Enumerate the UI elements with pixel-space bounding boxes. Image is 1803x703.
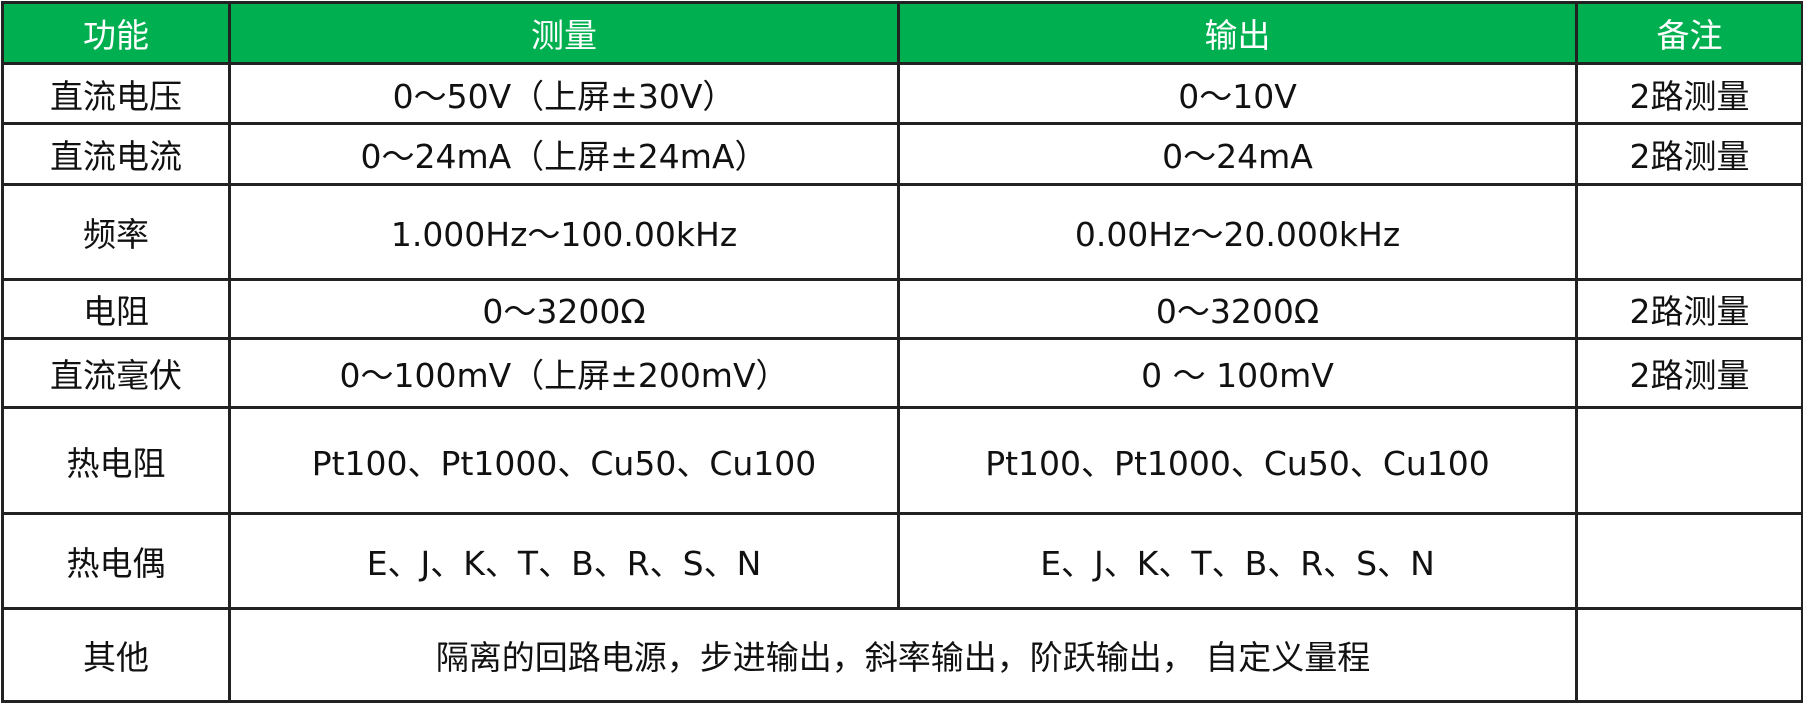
cell-note xyxy=(1575,183,1803,281)
cell-note: 2路测量 xyxy=(1575,278,1803,340)
cell-note xyxy=(1575,406,1803,515)
table-row: 频率 1.000Hz～100.00kHz 0.00Hz～20.000kHz xyxy=(1,183,1803,281)
cell-measure: 0～3200Ω xyxy=(228,278,900,340)
cell-function: 频率 xyxy=(1,183,231,281)
cell-output: 0～10V xyxy=(897,62,1578,125)
cell-measure: 0～50V（上屏±30V） xyxy=(228,62,900,125)
cell-function: 直流毫伏 xyxy=(1,337,231,409)
header-function: 功能 xyxy=(1,1,231,65)
table-row: 电阻 0～3200Ω 0～3200Ω 2路测量 xyxy=(1,278,1803,340)
cell-output: 0～3200Ω xyxy=(897,278,1578,340)
cell-output: 0 ～ 100mV xyxy=(897,337,1578,409)
cell-measure: 0～24mA（上屏±24mA） xyxy=(228,122,900,186)
cell-merged: 隔离的回路电源，步进输出，斜率输出，阶跃输出， 自定义量程 xyxy=(228,607,1578,703)
cell-function: 热电偶 xyxy=(1,512,231,610)
cell-note: 2路测量 xyxy=(1575,62,1803,125)
cell-output: 0.00Hz～20.000kHz xyxy=(897,183,1578,281)
table-row: 直流电压 0～50V（上屏±30V） 0～10V 2路测量 xyxy=(1,62,1803,125)
table-row: 直流毫伏 0～100mV（上屏±200mV） 0 ～ 100mV 2路测量 xyxy=(1,337,1803,409)
cell-measure: Pt100、Pt1000、Cu50、Cu100 xyxy=(228,406,900,515)
cell-function: 直流电流 xyxy=(1,122,231,186)
table-row-other: 其他 隔离的回路电源，步进输出，斜率输出，阶跃输出， 自定义量程 xyxy=(1,607,1803,703)
cell-note: 2路测量 xyxy=(1575,122,1803,186)
cell-note: 2路测量 xyxy=(1575,337,1803,409)
cell-measure: 1.000Hz～100.00kHz xyxy=(228,183,900,281)
cell-function: 电阻 xyxy=(1,278,231,340)
table-row: 热电阻 Pt100、Pt1000、Cu50、Cu100 Pt100、Pt1000、C… xyxy=(1,406,1803,515)
cell-output: Pt100、Pt1000、Cu50、Cu100 xyxy=(897,406,1578,515)
cell-measure: 0～100mV（上屏±200mV） xyxy=(228,337,900,409)
table-row: 直流电流 0～24mA（上屏±24mA） 0～24mA 2路测量 xyxy=(1,122,1803,186)
cell-output: 0～24mA xyxy=(897,122,1578,186)
cell-measure: E、J、K、T、B、R、S、N xyxy=(228,512,900,610)
header-output: 输出 xyxy=(897,1,1578,65)
cell-note xyxy=(1575,607,1803,703)
cell-function: 直流电压 xyxy=(1,62,231,125)
table-row: 热电偶 E、J、K、T、B、R、S、N E、J、K、T、B、R、S、N xyxy=(1,512,1803,610)
cell-function: 其他 xyxy=(1,607,231,703)
header-row: 功能 测量 输出 备注 xyxy=(1,1,1803,65)
header-measure: 测量 xyxy=(228,1,900,65)
cell-function: 热电阻 xyxy=(1,406,231,515)
cell-note xyxy=(1575,512,1803,610)
cell-output: E、J、K、T、B、R、S、N xyxy=(897,512,1578,610)
header-note: 备注 xyxy=(1575,1,1803,65)
